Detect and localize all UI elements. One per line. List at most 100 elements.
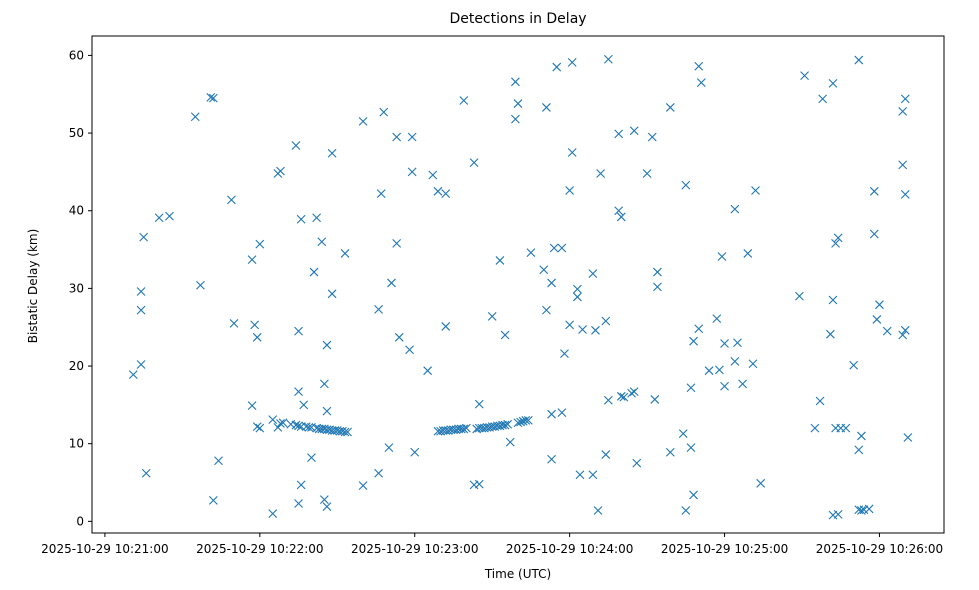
data-point: [542, 305, 551, 315]
data-point: [900, 94, 910, 104]
data-point: [379, 107, 389, 117]
data-point: [900, 190, 910, 199]
data-point: [542, 103, 551, 112]
data-point: [712, 314, 722, 324]
data-point: [694, 61, 704, 71]
data-point: [898, 106, 908, 116]
data-point: [619, 392, 629, 402]
data-point: [826, 329, 835, 339]
data-point: [547, 409, 556, 419]
data-point: [720, 339, 729, 348]
data-point: [704, 366, 714, 376]
data-point: [539, 265, 549, 275]
data-point: [441, 189, 451, 199]
data-point: [560, 349, 569, 359]
data-point: [154, 213, 164, 223]
data-point: [665, 103, 675, 112]
data-point: [650, 395, 660, 404]
data-point: [214, 456, 223, 466]
data-point: [165, 211, 174, 221]
data-point: [322, 502, 332, 511]
data-point: [751, 186, 760, 195]
data-point: [653, 282, 662, 292]
data-point: [828, 295, 838, 305]
data-point: [526, 248, 536, 258]
y-tick-label: 60: [69, 48, 84, 62]
data-point: [384, 443, 394, 452]
data-point: [591, 325, 600, 335]
data-point: [733, 338, 742, 348]
data-point: [521, 416, 531, 425]
data-point: [833, 233, 843, 243]
data-point: [376, 189, 386, 199]
data-point: [567, 148, 577, 157]
data-point: [487, 311, 497, 321]
data-point: [296, 214, 306, 224]
data-point: [294, 499, 303, 508]
x-tick-label: 2025-10-29 10:21:00: [41, 542, 168, 556]
data-point: [665, 447, 675, 457]
data-point: [686, 443, 696, 452]
data-point: [327, 148, 337, 158]
data-point: [588, 470, 598, 480]
data-point: [714, 365, 724, 375]
data-point: [903, 433, 913, 442]
data-point: [322, 340, 332, 350]
x-tick-label: 2025-10-29 10:22:00: [196, 542, 323, 556]
data-point: [689, 490, 698, 500]
data-point: [756, 478, 766, 488]
data-point: [405, 345, 414, 355]
data-point: [139, 232, 149, 242]
data-point: [358, 117, 368, 126]
data-point: [196, 280, 205, 290]
data-point: [294, 326, 303, 336]
y-tick-label: 0: [76, 514, 84, 528]
data-point: [795, 291, 804, 301]
data-point: [875, 300, 884, 310]
data-point: [632, 458, 642, 468]
data-point: [627, 388, 636, 398]
data-point: [547, 278, 556, 288]
data-point: [717, 252, 727, 261]
data-point: [601, 450, 611, 459]
data-point: [208, 495, 218, 505]
data-point: [309, 267, 319, 277]
data-point: [141, 468, 151, 478]
data-point: [869, 229, 879, 239]
data-point: [720, 381, 729, 391]
data-point: [810, 423, 820, 433]
data-point: [461, 423, 471, 433]
data-point: [500, 420, 510, 430]
data-point: [208, 93, 218, 103]
data-point: [800, 71, 809, 80]
data-point: [869, 186, 879, 196]
data-point: [441, 322, 451, 331]
data-point: [511, 77, 520, 87]
y-tick-label: 30: [69, 281, 84, 295]
data-point: [474, 399, 484, 409]
data-point: [616, 391, 626, 401]
data-point: [738, 379, 748, 389]
x-axis-title: Time (UTC): [484, 567, 551, 581]
data-point: [296, 480, 306, 490]
data-point: [322, 406, 332, 416]
data-point: [128, 370, 138, 379]
data-point: [255, 423, 265, 433]
data-point: [387, 278, 396, 288]
data-point: [603, 395, 613, 405]
data-point: [678, 429, 688, 438]
x-tick-label: 2025-10-29 10:25:00: [661, 542, 788, 556]
data-point: [428, 170, 438, 180]
data-point: [552, 62, 562, 72]
data-point: [136, 305, 146, 315]
data-point: [294, 387, 303, 397]
data-point: [500, 330, 510, 340]
data-point: [268, 509, 278, 518]
data-point: [469, 158, 479, 167]
y-axis-title: Bistatic Delay (km): [26, 229, 40, 344]
data-point: [696, 78, 706, 87]
data-point: [407, 167, 417, 177]
data-point: [319, 495, 329, 504]
data-point: [629, 387, 639, 397]
